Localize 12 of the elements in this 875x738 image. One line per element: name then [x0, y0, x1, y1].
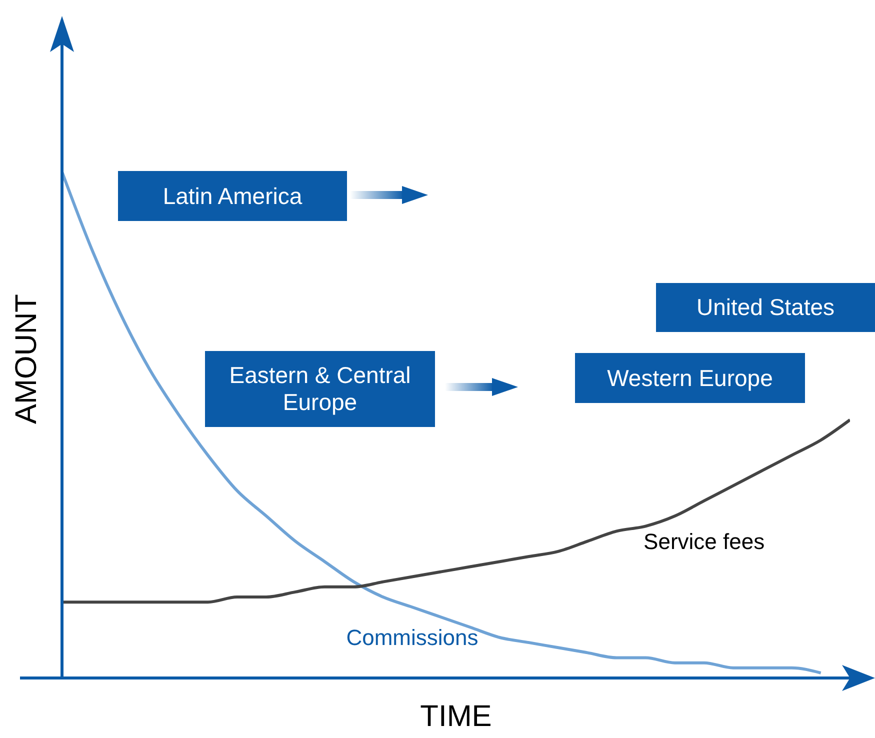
series-label: Commissions	[346, 625, 478, 650]
annotation: Eastern & Central Europe	[228, 362, 412, 416]
annotation: Latin America	[162, 182, 302, 210]
text-box: Latin America	[118, 171, 347, 221]
annotation: Western Europe	[607, 364, 773, 392]
text-box: Eastern & Central Europe	[205, 351, 435, 427]
text-box: United States	[656, 283, 875, 332]
series-label: Service fees	[644, 528, 765, 554]
text-box: Western Europe	[575, 353, 805, 403]
annotation: United States	[696, 294, 835, 321]
y-axis-title: AMOUNT	[10, 294, 43, 424]
x-axis-title: TIME	[420, 700, 492, 733]
